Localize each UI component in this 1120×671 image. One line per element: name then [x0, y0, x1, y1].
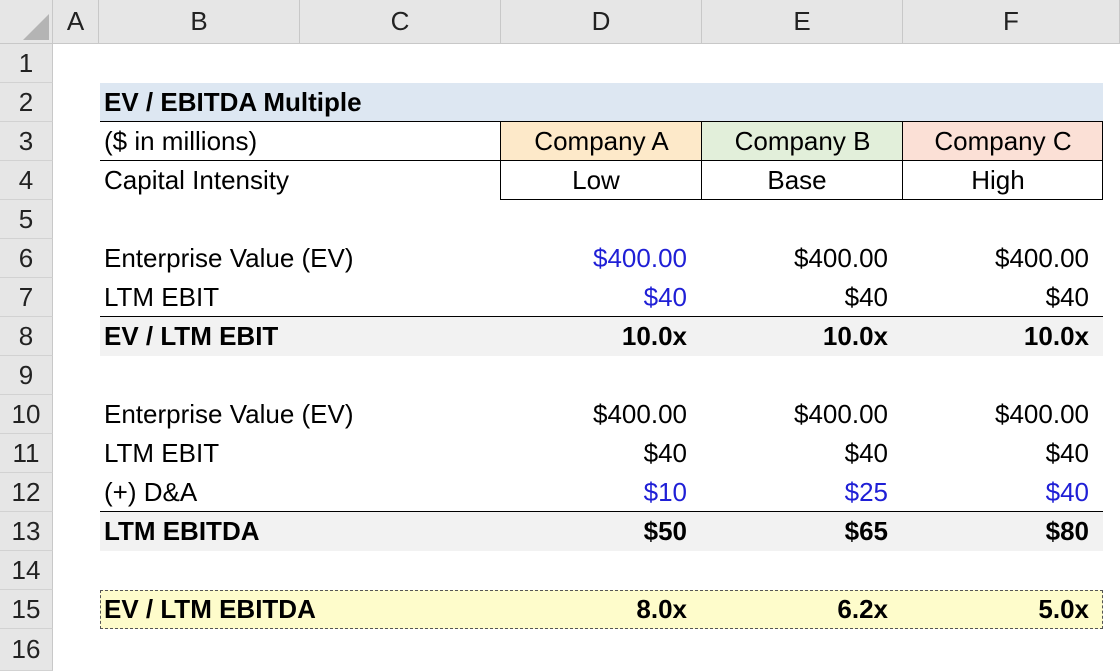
- row-header-3[interactable]: 3: [0, 122, 53, 161]
- row-header-16[interactable]: 16: [0, 629, 53, 671]
- ebitda-a[interactable]: $50: [643, 516, 687, 546]
- ebitda-c[interactable]: $80: [1045, 516, 1089, 546]
- ebitda-b[interactable]: $65: [844, 516, 888, 546]
- ev-c-1[interactable]: $400.00: [995, 243, 1089, 273]
- intensity-b: Base: [767, 165, 827, 195]
- ebit-multiple-top-border: [100, 316, 1103, 317]
- ebit-b-1[interactable]: $40: [844, 282, 888, 312]
- row-header-6[interactable]: 6: [0, 239, 53, 278]
- ev-b-2[interactable]: $400.00: [794, 399, 888, 429]
- company-c-fill: [903, 122, 1103, 161]
- ebitda-band: [100, 512, 1103, 551]
- column-header-d[interactable]: D: [501, 0, 702, 44]
- row-header-10[interactable]: 10: [0, 395, 53, 434]
- table-title: EV / EBITDA Multiple: [104, 87, 362, 117]
- column-header-c[interactable]: C: [300, 0, 501, 44]
- ev-ebit-a[interactable]: 10.0x: [621, 321, 687, 351]
- column-header-f[interactable]: F: [903, 0, 1120, 44]
- column-header-b[interactable]: B: [99, 0, 300, 44]
- ebit-b-2[interactable]: $40: [844, 438, 888, 468]
- row-header-13[interactable]: 13: [0, 512, 53, 551]
- row-header-15[interactable]: 15: [0, 590, 53, 629]
- ev-b-1[interactable]: $400.00: [794, 243, 888, 273]
- ev-ebitda-b[interactable]: 6.2x: [837, 594, 888, 624]
- company-b-header: Company B: [734, 126, 871, 156]
- ebit-multiple-band: [100, 317, 1103, 356]
- units-label: ($ in millions): [104, 126, 258, 156]
- header-vline-e: [701, 121, 702, 200]
- header-vline-d: [500, 121, 501, 200]
- ltm-ebit-label-2: LTM EBIT: [104, 438, 220, 468]
- ev-ebit-c[interactable]: 10.0x: [1023, 321, 1089, 351]
- header-bottom-border: [500, 199, 1103, 200]
- ebit-c-2[interactable]: $40: [1045, 438, 1089, 468]
- column-header-e[interactable]: E: [702, 0, 903, 44]
- ev-ebit-label: EV / LTM EBIT: [104, 321, 279, 351]
- title-band: [100, 83, 1103, 122]
- intensity-a: Low: [572, 165, 620, 195]
- da-a[interactable]: $10: [643, 477, 687, 507]
- row-header-5[interactable]: 5: [0, 200, 53, 239]
- row-header-4[interactable]: 4: [0, 161, 53, 200]
- company-a-fill: [501, 122, 702, 161]
- row-header-7[interactable]: 7: [0, 278, 53, 317]
- ev-ebitda-c[interactable]: 5.0x: [1038, 594, 1089, 624]
- row-header-9[interactable]: 9: [0, 356, 53, 395]
- final-multiple-band: [100, 590, 1103, 629]
- column-header-a[interactable]: A: [53, 0, 99, 44]
- da-b[interactable]: $25: [844, 477, 888, 507]
- row-header-11[interactable]: 11: [0, 434, 53, 473]
- ebit-a-2[interactable]: $40: [643, 438, 687, 468]
- row-header-1[interactable]: 1: [0, 44, 53, 83]
- row-header-12[interactable]: 12: [0, 473, 53, 512]
- da-c[interactable]: $40: [1045, 477, 1089, 507]
- ebitda-top-border: [100, 511, 1103, 512]
- company-b-fill: [702, 122, 903, 161]
- header-mid-border: [100, 160, 1103, 161]
- row-header-14[interactable]: 14: [0, 551, 53, 590]
- ev-ebitda-a[interactable]: 8.0x: [636, 594, 687, 624]
- capital-intensity-label: Capital Intensity: [104, 165, 289, 195]
- header-vline-right: [1102, 121, 1103, 200]
- intensity-c: High: [971, 165, 1025, 195]
- company-a-header: Company A: [534, 126, 669, 156]
- ev-label-1: Enterprise Value (EV): [104, 243, 354, 273]
- ebit-a-1[interactable]: $40: [643, 282, 687, 312]
- ev-a-1[interactable]: $400.00: [593, 243, 687, 273]
- ev-a-2[interactable]: $400.00: [593, 399, 687, 429]
- ev-ebitda-label: EV / LTM EBITDA: [104, 594, 316, 624]
- row-header-8[interactable]: 8: [0, 317, 53, 356]
- ev-label-2: Enterprise Value (EV): [104, 399, 354, 429]
- header-top-border: [100, 121, 1103, 122]
- row-header-2[interactable]: 2: [0, 83, 53, 122]
- ltm-ebitda-label: LTM EBITDA: [104, 516, 260, 546]
- ltm-ebit-label-1: LTM EBIT: [104, 282, 220, 312]
- company-c-header: Company C: [934, 126, 1072, 156]
- ebit-c-1[interactable]: $40: [1045, 282, 1089, 312]
- select-all-corner[interactable]: [0, 0, 53, 44]
- ev-c-2[interactable]: $400.00: [995, 399, 1089, 429]
- header-vline-f: [902, 121, 903, 200]
- da-label: (+) D&A: [104, 477, 198, 507]
- ev-ebit-b[interactable]: 10.0x: [822, 321, 888, 351]
